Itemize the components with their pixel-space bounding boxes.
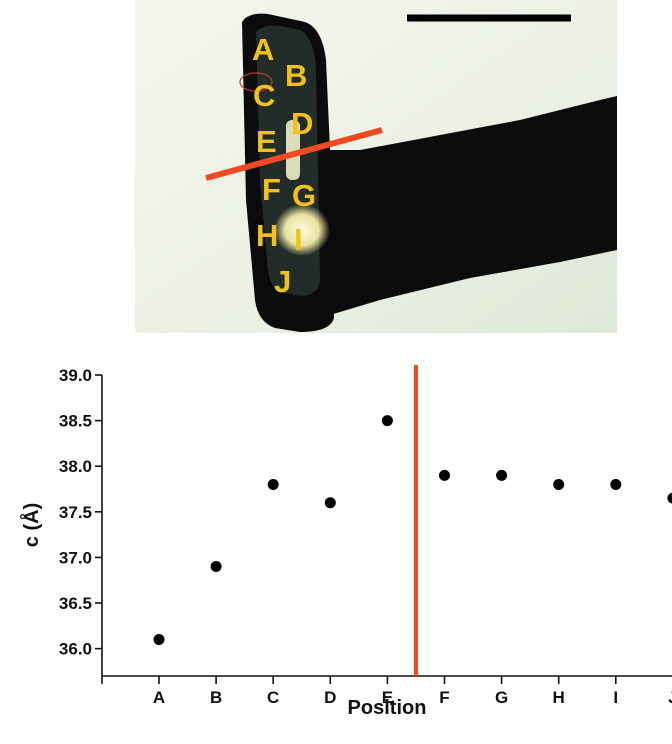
x-tick-label-h: H xyxy=(553,688,565,707)
data-point-f xyxy=(439,469,450,481)
x-tick-label-g: G xyxy=(495,688,508,707)
data-point-e xyxy=(381,415,393,427)
y-tick-label: 38.5 xyxy=(59,412,92,431)
x-tick-label-i: I xyxy=(613,688,618,707)
crystal-facet xyxy=(286,120,300,180)
data-point-g xyxy=(496,469,508,481)
photo-label-i: I xyxy=(294,222,303,257)
x-tick-label-f: F xyxy=(439,688,449,707)
photo-label-g: G xyxy=(292,178,316,213)
x-tick-label-b: B xyxy=(210,688,222,707)
y-tick-label: 38.0 xyxy=(59,457,92,476)
y-axis-label: c (Å) xyxy=(19,503,43,547)
data-point-j xyxy=(667,492,672,504)
photo-label-c: C xyxy=(253,78,275,113)
x-axis-label: Position xyxy=(348,697,427,719)
data-point-h xyxy=(553,478,565,490)
data-point-b xyxy=(210,561,222,573)
c-position-chart: 36.036.537.037.538.038.539.0 ABCDEFGHIJ … xyxy=(19,365,672,719)
x-axis-ticks: A B C D E F G H I J xyxy=(101,676,672,707)
photo-label-f: F xyxy=(262,172,281,207)
data-point-d xyxy=(324,497,336,509)
y-axis-ticks: 36.0 36.5 37.0 37.5 38.0 38.5 39.0 xyxy=(59,366,102,659)
photo-label-b: B xyxy=(285,58,307,93)
beam-marker xyxy=(239,72,273,92)
y-tick-label: 37.5 xyxy=(59,503,92,522)
loop-stem xyxy=(300,96,617,318)
x-tick-label-d: D xyxy=(324,688,336,707)
photo-label-e: E xyxy=(256,124,277,159)
y-tick-label: 36.0 xyxy=(59,640,92,659)
y-tick-label: 37.0 xyxy=(59,548,92,567)
x-tick-label-e: E xyxy=(382,688,393,707)
y-tick-label: 36.5 xyxy=(59,594,92,613)
crystal-photo: A B C D E F G H I J xyxy=(135,0,617,333)
data-point-i xyxy=(610,478,622,490)
photo-label-j: J xyxy=(274,264,291,299)
data-point-c xyxy=(267,478,279,490)
photo-label-h: H xyxy=(256,218,278,253)
data-points xyxy=(153,415,672,646)
crystal-glow xyxy=(274,204,330,256)
photo-cut-line xyxy=(205,127,383,181)
data-point-a xyxy=(153,634,165,646)
photo-label-a: A xyxy=(252,32,274,67)
x-tick-label-j: J xyxy=(668,688,672,707)
photo-label-d: D xyxy=(291,106,313,141)
x-tick-label-a: A xyxy=(153,688,165,707)
x-tick-label-c: C xyxy=(267,688,279,707)
y-tick-label: 39.0 xyxy=(59,366,92,385)
